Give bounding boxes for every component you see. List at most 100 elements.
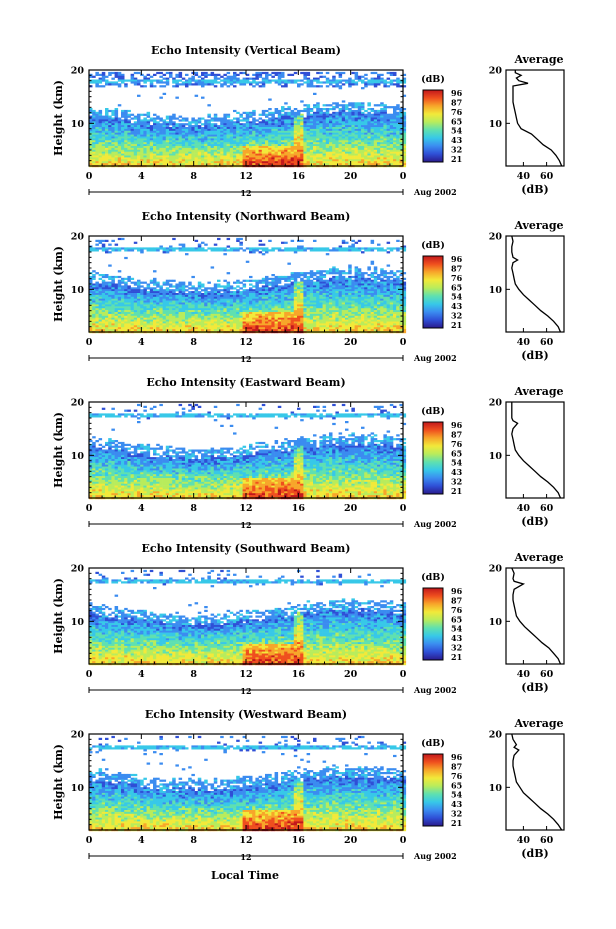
heatmap-cell [290,128,295,132]
heatmap-cell [265,77,269,80]
heatmap-cell [114,312,119,315]
heatmap-cell [101,245,106,248]
heatmap-cell [271,138,275,141]
heatmap-cell [178,306,183,309]
heatmap-cell [133,329,138,332]
heatmap-cell [293,140,298,143]
heatmap-cell [338,121,343,124]
heatmap-cell [204,327,208,330]
heatmap-cell [236,121,240,124]
heatmap-cell [303,123,307,126]
heatmap-cell [188,132,192,135]
heatmap-cell [258,151,263,154]
heatmap-cell [255,151,259,154]
heatmap-cell [165,319,170,322]
heatmap-cell [383,151,387,154]
heatmap-cell [370,115,375,118]
heatmap-cell [194,119,199,122]
heatmap-cell [130,308,135,311]
heatmap-cell [316,119,320,122]
heatmap-cell [101,147,106,151]
heatmap-cell [396,147,400,151]
heatmap-cell [108,140,112,143]
heatmap-cell [114,144,119,147]
heatmap-cell [143,119,147,122]
heatmap-cell [265,144,269,147]
heatmap-cell [114,296,119,299]
heatmap-cell [137,127,141,130]
heatmap-cell [108,294,112,298]
heatmap-cell [396,157,400,160]
heatmap-cell [348,163,352,166]
heatmap-cell [133,283,138,286]
heatmap-cell [261,111,266,114]
heatmap-cell [217,249,221,252]
heatmap-cell [95,146,99,149]
heatmap-cell [319,128,323,132]
heatmap-cell [121,300,125,303]
heatmap-cell [361,147,365,151]
heatmap-cell [165,128,170,132]
heatmap-cell [133,151,138,154]
heatmap-cell [185,85,189,88]
heatmap-cell [319,155,323,158]
heatmap-cell [117,281,122,284]
heatmap-cell [105,327,109,330]
heatmap-cell [117,159,122,162]
heatmap-cell [108,296,112,299]
heatmap-cell [345,142,349,145]
heatmap-cell [207,325,211,328]
heatmap-cell [194,138,199,141]
heatmap-cell [95,119,99,122]
heatmap-cell [303,149,307,152]
heatmap-cell [172,77,176,80]
heatmap-cell [380,115,384,118]
heatmap-cell [146,119,151,122]
heatmap-cell [309,161,314,164]
heatmap-cell [303,119,307,122]
heatmap-cell [274,140,279,143]
heatmap-cell [130,302,135,305]
heatmap-cell [393,149,397,152]
heatmap-cell [396,81,400,84]
heatmap-cell [178,313,183,317]
heatmap-cell [271,147,275,151]
heatmap-cell [207,113,211,116]
heatmap-cell [316,81,320,84]
heatmap-cell [252,73,256,76]
heatmap-cell [127,149,131,152]
heatmap-cell [130,157,135,160]
heatmap-cell [239,119,243,122]
heatmap-cell [252,308,256,311]
heatmap-cell [245,302,250,305]
heatmap-cell [399,119,403,122]
heatmap-cell [108,289,112,292]
heatmap-cell [290,113,295,116]
heatmap-cell [191,323,195,326]
heatmap-cell [201,247,205,250]
heatmap-cell [386,163,391,166]
heatmap-cell [210,321,215,324]
heatmap-cell [197,285,202,288]
heatmap-cell [178,157,183,160]
heatmap-cell [252,300,256,303]
heatmap-cell [127,300,131,303]
heatmap-cell [306,142,311,145]
heatmap-cell [178,249,183,252]
heatmap-cell [89,308,93,311]
heatmap-cell [105,294,109,298]
heatmap-cell [361,79,365,82]
heatmap-cell [117,291,122,294]
heatmap-cell [181,294,186,298]
heatmap-cell [258,123,263,126]
heatmap-cell [303,77,307,80]
heatmap-cell [329,108,333,111]
heatmap-cell [226,245,231,248]
heatmap-cell [204,315,208,318]
heatmap-cell [229,130,234,133]
heatmap-cell [121,144,125,147]
heatmap-cell [373,81,378,84]
heatmap-cell [162,73,167,76]
heatmap-cell [108,264,112,267]
heatmap-cell [213,329,218,332]
